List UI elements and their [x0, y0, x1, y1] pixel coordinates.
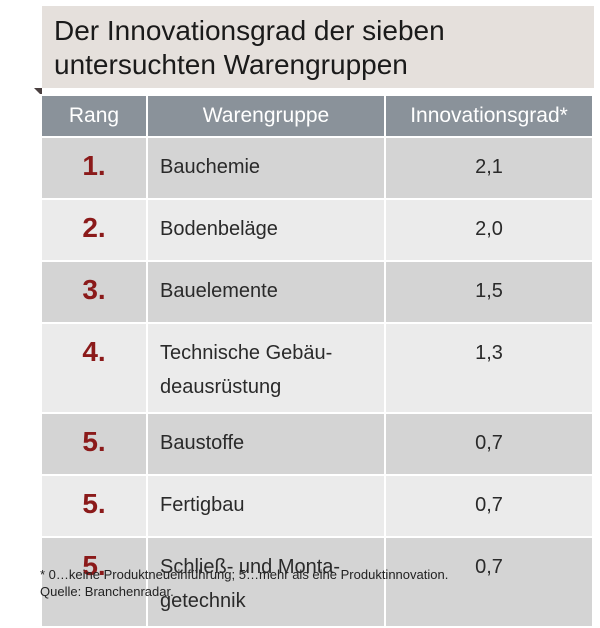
value-cell: 2,1	[386, 138, 592, 198]
group-cell: Baustoffe	[148, 414, 384, 474]
group-cell: Fertigbau	[148, 476, 384, 536]
value-cell: 0,7	[386, 476, 592, 536]
table-row: 4. Technische Gebäu- deausrüstung 1,3	[42, 324, 592, 412]
group-cell: Bauelemente	[148, 262, 384, 322]
title-line-1: Der Innovationsgrad der sieben	[54, 15, 445, 46]
group-line: getechnik	[160, 590, 246, 612]
title-line-2: untersuchten Warengruppen	[54, 49, 408, 80]
rank-cell: 2.	[42, 200, 146, 260]
group-cell: Bauchemie	[148, 138, 384, 198]
source-line: Quelle: Branchenradar.	[40, 584, 174, 599]
value-cell: 2,0	[386, 200, 592, 260]
table-row: 3. Bauelemente 1,5	[42, 262, 592, 322]
rank-cell: 1.	[42, 138, 146, 198]
ranking-table: Rang Warengruppe Innovationsgrad* 1. Bau…	[40, 94, 594, 628]
footnote: * 0…keine Produktneueinführung; 5…mehr a…	[40, 567, 449, 582]
table-row: 5. Baustoffe 0,7	[42, 414, 592, 474]
value-cell: 1,5	[386, 262, 592, 322]
value-cell: 1,3	[386, 324, 592, 412]
group-line: Technische Gebäu-	[160, 342, 333, 364]
table-row: 5. Fertigbau 0,7	[42, 476, 592, 536]
group-line: deausrüstung	[160, 376, 282, 398]
title-fold-corner	[34, 88, 42, 96]
footer: * 0…keine Produktneueinführung; 5…mehr a…	[40, 566, 448, 600]
rank-cell: 4.	[42, 324, 146, 412]
table-row: 2. Bodenbeläge 2,0	[42, 200, 592, 260]
header-rang: Rang	[42, 96, 146, 136]
group-line: Schließ- und Monta-	[160, 556, 341, 578]
rank-cell: 5.	[42, 476, 146, 536]
header-innovationsgrad: Innovationsgrad*	[386, 96, 592, 136]
value-cell: 0,7	[386, 414, 592, 474]
header-row: Rang Warengruppe Innovationsgrad*	[42, 96, 592, 136]
title-box: Der Innovationsgrad der sieben untersuch…	[42, 6, 594, 88]
group-cell: Technische Gebäu- deausrüstung	[148, 324, 384, 412]
rank-cell: 5.	[42, 414, 146, 474]
header-warengruppe: Warengruppe	[148, 96, 384, 136]
rank-cell: 3.	[42, 262, 146, 322]
group-cell: Bodenbeläge	[148, 200, 384, 260]
table-row: 1. Bauchemie 2,1	[42, 138, 592, 198]
